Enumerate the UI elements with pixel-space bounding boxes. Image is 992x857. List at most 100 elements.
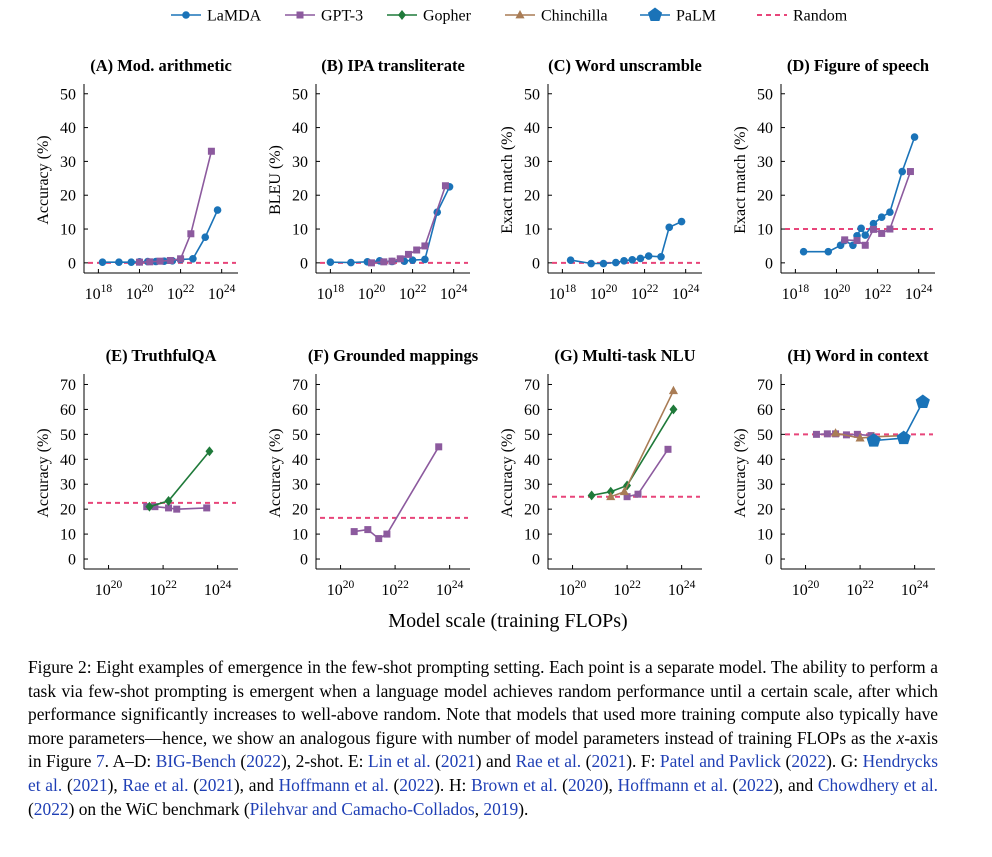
data-point [187, 230, 195, 238]
data-point [896, 430, 911, 445]
citation-link[interactable]: 2022 [33, 798, 69, 819]
x-tick-label: 1020 [126, 283, 154, 303]
citation-link[interactable]: 2020 [567, 774, 603, 795]
caption-segment: ( [235, 751, 247, 772]
series-line [149, 450, 211, 508]
citation-link[interactable]: Rae et al. [122, 774, 189, 795]
y-tick-label: 10 [757, 527, 773, 544]
series-gpt-3 [143, 503, 211, 513]
citation-link[interactable]: 2021 [199, 774, 234, 795]
citation-link[interactable]: 2019 [483, 798, 519, 819]
citation-link[interactable]: BIG-Bench [155, 751, 236, 772]
x-tick-label: 1020 [792, 579, 820, 599]
citation-link[interactable]: 2021 [72, 774, 108, 795]
shared-x-axis-label: Model scale (training FLOPs) [388, 610, 627, 632]
x-tick-label: 1022 [381, 579, 409, 599]
data-point [636, 254, 645, 263]
y-tick-label: 30 [524, 154, 540, 171]
caption-segment: ), [602, 774, 618, 795]
y-axis-label: Exact match (%) [499, 126, 516, 234]
y-tick-label: 10 [524, 222, 540, 239]
x-tick-label: 1024 [204, 579, 232, 599]
data-point [612, 258, 620, 267]
citation-link[interactable]: Hoffmann et al. [278, 774, 389, 795]
y-tick-label: 10 [292, 222, 308, 239]
citation-link[interactable]: Hoffmann et al. [617, 774, 728, 795]
x-tick-label: 1020 [358, 283, 386, 303]
data-point [413, 246, 421, 254]
data-point [203, 504, 211, 512]
figure-caption: Figure 2: Eight examples of emergence in… [28, 656, 938, 821]
y-tick-label: 30 [757, 477, 773, 494]
panel-title: (C) Word unscramble [548, 56, 702, 75]
x-tick-label: 1022 [864, 283, 892, 303]
data-point [165, 504, 173, 512]
legend-swatch-marker [515, 10, 525, 19]
data-point [213, 206, 222, 214]
y-tick-label: 0 [765, 552, 773, 569]
y-tick-label: 30 [292, 154, 308, 171]
series-lamda [566, 217, 686, 268]
data-point [566, 256, 575, 264]
data-point [620, 257, 628, 265]
x-tick-label: 1018 [549, 283, 577, 303]
data-point [665, 223, 674, 232]
series-line [591, 408, 675, 497]
y-axis-label: Accuracy (%) [732, 428, 749, 517]
panel-title: (F) Grounded mappings [308, 346, 479, 365]
data-point [898, 167, 907, 176]
data-point [664, 445, 672, 453]
caption-segment: ( [62, 774, 73, 795]
x-tick-label: 1020 [327, 579, 355, 599]
citation-link[interactable]: Chowdhery et al. [817, 774, 939, 795]
data-point [135, 258, 143, 266]
citation-link[interactable]: Patel and Pavlick [659, 751, 781, 772]
data-point [669, 404, 678, 415]
caption-text: Figure 2: Eight examples of emergence in… [28, 656, 938, 821]
data-point [421, 255, 429, 264]
legend-item-palm: PaLM [640, 7, 716, 25]
citation-link[interactable]: Lin et al. [367, 751, 431, 772]
citation-link[interactable]: 7 [95, 751, 105, 772]
caption-segment: ), and [773, 774, 818, 795]
y-tick-label: 70 [60, 377, 76, 394]
y-tick-label: 10 [524, 527, 540, 544]
citation-link[interactable]: 2022 [791, 751, 827, 772]
data-point [347, 258, 355, 267]
caption-segment: ( [557, 774, 568, 795]
caption-segment: ), and [233, 774, 279, 795]
data-point [628, 256, 637, 264]
legend-swatch-marker [398, 10, 406, 20]
caption-segment: ), [107, 774, 123, 795]
y-tick-label: 0 [68, 552, 76, 569]
data-point [869, 219, 878, 228]
legend-label: Gopher [423, 8, 472, 25]
citation-link[interactable]: 2022 [246, 751, 281, 772]
x-tick-label: 1020 [823, 283, 851, 303]
citation-link[interactable]: Pilehvar and Camacho-Collados [249, 798, 475, 819]
y-tick-label: 50 [757, 86, 773, 103]
citation-link[interactable]: Rae et al. [515, 751, 582, 772]
caption-segment: ), 2-shot. E: [281, 751, 368, 772]
citation-link[interactable]: Hendrycks et al. [28, 751, 938, 795]
citation-link[interactable]: 2022 [399, 774, 435, 795]
data-point [441, 182, 449, 190]
caption-segment: ( [430, 751, 441, 772]
data-point [857, 224, 865, 233]
data-point [587, 490, 596, 501]
citation-link[interactable]: 2021 [440, 751, 476, 772]
data-point [404, 250, 412, 258]
citation-link[interactable]: 2022 [738, 774, 774, 795]
data-point [367, 259, 375, 267]
legend-label: Chinchilla [541, 8, 608, 25]
series-gpt-3 [841, 168, 914, 249]
citation-link[interactable]: 2021 [591, 751, 627, 772]
citation-link[interactable]: Brown et al. [471, 774, 558, 795]
y-tick-label: 0 [532, 552, 540, 569]
series-lamda [326, 182, 454, 267]
y-tick-label: 60 [292, 402, 308, 419]
y-tick-label: 10 [60, 222, 76, 239]
caption-segment: ( [28, 798, 34, 819]
